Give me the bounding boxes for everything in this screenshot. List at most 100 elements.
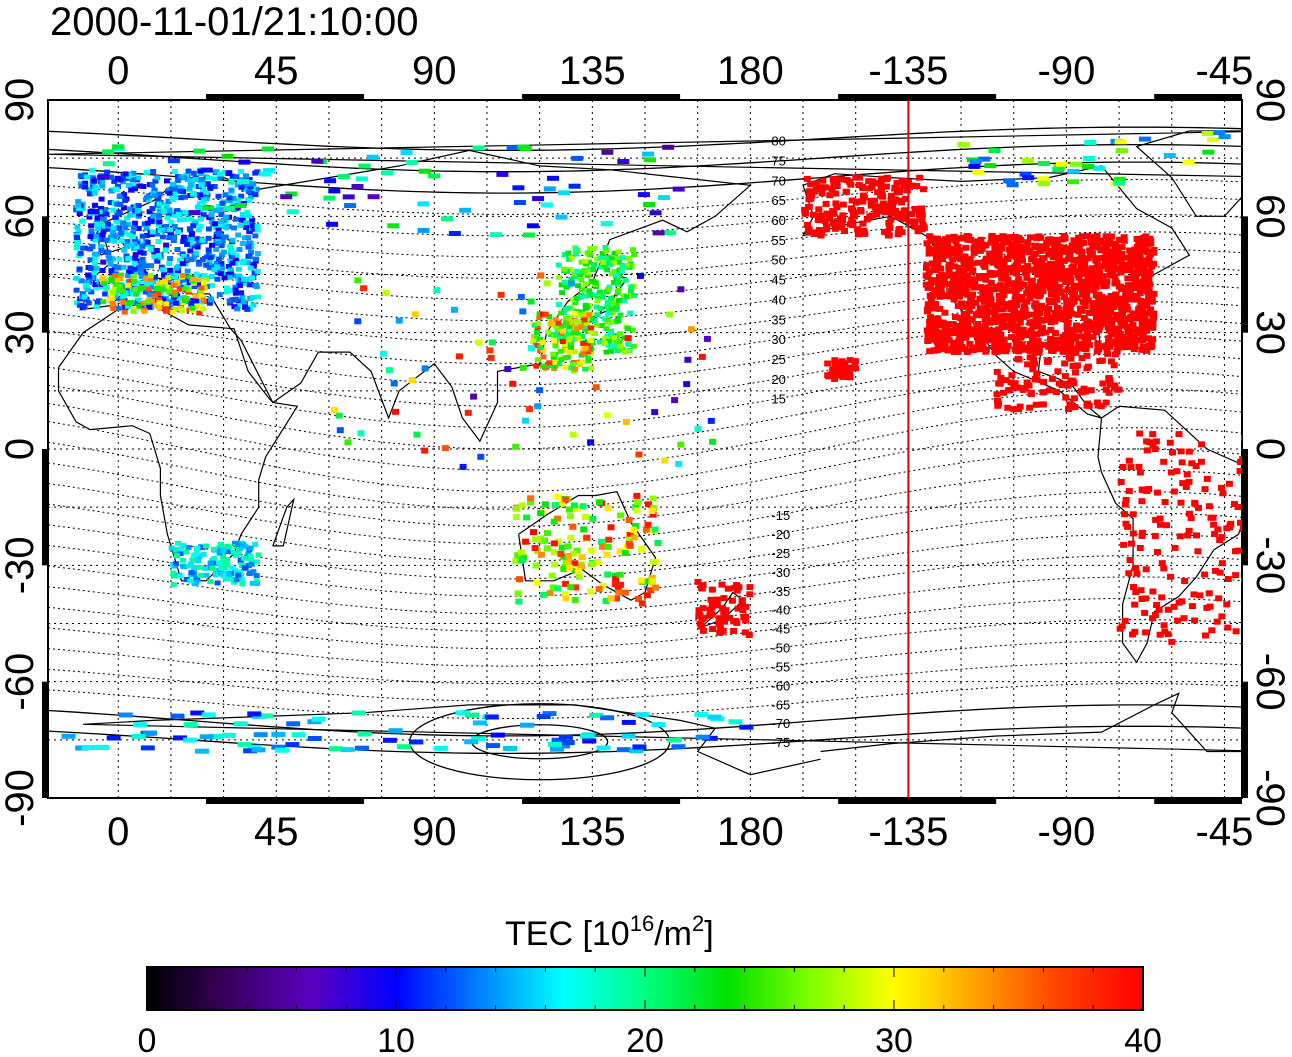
tec-cell bbox=[848, 197, 856, 204]
tec-cell bbox=[818, 229, 826, 236]
tec-cell bbox=[603, 326, 610, 332]
tec-cell bbox=[131, 733, 146, 739]
tec-cell bbox=[218, 212, 225, 217]
tec-cell bbox=[1047, 270, 1055, 277]
tec-cell bbox=[536, 311, 543, 317]
tec-cell bbox=[167, 158, 180, 164]
tec-cell bbox=[963, 311, 971, 318]
tec-cell bbox=[986, 318, 994, 325]
tec-cell bbox=[144, 195, 150, 201]
tec-cell bbox=[162, 247, 169, 253]
tec-cell bbox=[814, 217, 822, 224]
tec-cell bbox=[188, 210, 201, 216]
tec-cell bbox=[411, 311, 419, 318]
tec-cell bbox=[695, 734, 710, 740]
tec-cell bbox=[715, 620, 723, 627]
tec-cell bbox=[540, 363, 547, 369]
tec-cell bbox=[816, 184, 824, 191]
tec-cell bbox=[93, 304, 100, 310]
top-frame-bar bbox=[522, 94, 681, 100]
tec-cell bbox=[120, 264, 127, 270]
tec-cell bbox=[603, 551, 611, 558]
tec-cell bbox=[207, 184, 214, 190]
tec-cell bbox=[554, 515, 562, 522]
tec-cell bbox=[594, 559, 602, 565]
tec-cell bbox=[513, 505, 521, 512]
tec-cell bbox=[611, 269, 618, 275]
tec-cell bbox=[200, 306, 207, 312]
tec-cell bbox=[531, 545, 539, 551]
tec-cell bbox=[237, 742, 252, 748]
tec-cell bbox=[957, 256, 965, 263]
tec-cell bbox=[1160, 622, 1168, 629]
tec-cell bbox=[556, 361, 563, 367]
tec-cell bbox=[1126, 264, 1134, 271]
tec-cell bbox=[1135, 311, 1143, 317]
tec-cell bbox=[1076, 305, 1084, 312]
tec-cell bbox=[194, 546, 201, 552]
tec-cell bbox=[1149, 324, 1157, 331]
tec-cell bbox=[128, 187, 135, 193]
tec-cell bbox=[1146, 251, 1154, 258]
tec-cell bbox=[597, 306, 604, 311]
tec-cell bbox=[464, 739, 479, 745]
tec-cell bbox=[109, 289, 116, 295]
tec-cell bbox=[588, 351, 594, 357]
tec-cell bbox=[254, 227, 261, 233]
tec-cell bbox=[999, 318, 1007, 325]
tec-cell bbox=[1069, 362, 1077, 369]
tec-cell bbox=[1107, 240, 1115, 247]
tec-cell bbox=[382, 290, 390, 296]
tec-cell bbox=[1080, 314, 1088, 321]
tec-cell bbox=[1170, 603, 1178, 610]
tec-cell bbox=[569, 550, 577, 557]
tec-cell bbox=[188, 240, 195, 246]
tec-cell bbox=[220, 249, 227, 255]
tec-cell bbox=[161, 272, 168, 278]
left-frame-bar bbox=[42, 216, 48, 333]
tec-cell bbox=[557, 348, 564, 354]
tec-cell bbox=[861, 230, 869, 237]
tec-cell bbox=[608, 296, 614, 302]
tec-cell bbox=[218, 261, 225, 266]
tec-cell bbox=[1212, 567, 1219, 574]
tec-cell bbox=[171, 273, 178, 279]
tec-cell bbox=[87, 257, 94, 263]
tec-cell bbox=[625, 255, 632, 261]
tec-cell bbox=[262, 146, 274, 152]
tec-cell bbox=[311, 158, 324, 164]
tec-cell bbox=[1002, 275, 1009, 282]
tec-cell bbox=[1185, 527, 1193, 534]
tec-cell bbox=[200, 552, 207, 557]
tec-cell bbox=[233, 252, 240, 258]
tec-cell bbox=[152, 219, 159, 225]
tec-cell bbox=[537, 345, 544, 350]
tec-cell bbox=[618, 268, 625, 274]
tec-cell bbox=[385, 367, 393, 374]
tec-cell bbox=[233, 216, 239, 222]
tec-cell bbox=[547, 175, 559, 181]
tec-cell bbox=[355, 176, 368, 182]
tec-cell bbox=[239, 294, 246, 300]
tec-cell bbox=[1210, 521, 1218, 528]
tec-cell bbox=[1137, 257, 1145, 264]
tec-cell bbox=[1134, 336, 1142, 343]
tec-cell bbox=[1136, 304, 1144, 311]
tec-cell bbox=[1045, 315, 1053, 322]
tec-cell bbox=[542, 711, 557, 717]
tec-cell bbox=[184, 268, 191, 274]
tec-cell bbox=[197, 273, 204, 279]
tec-cell bbox=[1143, 273, 1151, 280]
tec-cell bbox=[178, 546, 185, 552]
tec-cell bbox=[128, 242, 135, 248]
tec-cell bbox=[205, 175, 212, 181]
tec-cell bbox=[1148, 295, 1156, 302]
tec-cell bbox=[594, 312, 601, 318]
tec-cell bbox=[568, 280, 575, 287]
tec-cell bbox=[83, 174, 90, 180]
tec-cell bbox=[245, 197, 252, 203]
tec-cell bbox=[1147, 237, 1154, 244]
colorbar-title: TEC [1016/m2] bbox=[505, 911, 714, 953]
tec-cell bbox=[1014, 355, 1022, 362]
tec-cell bbox=[1034, 349, 1042, 356]
